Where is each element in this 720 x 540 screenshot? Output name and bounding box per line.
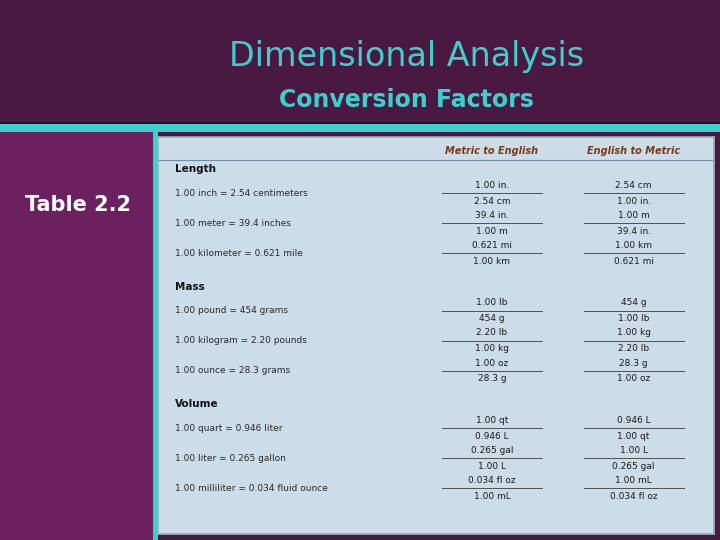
Text: 1.00 milliliter = 0.034 fluid ounce: 1.00 milliliter = 0.034 fluid ounce	[175, 484, 328, 493]
Text: 1.00 mL: 1.00 mL	[616, 476, 652, 485]
Text: 454 g: 454 g	[621, 298, 647, 307]
Text: 1.00 inch = 2.54 centimeters: 1.00 inch = 2.54 centimeters	[175, 188, 308, 198]
Text: Conversion Factors: Conversion Factors	[279, 88, 534, 112]
Text: 1.00 pound = 454 grams: 1.00 pound = 454 grams	[175, 306, 288, 315]
Text: Metric to English: Metric to English	[446, 145, 539, 156]
Text: 1.00 kg: 1.00 kg	[475, 344, 509, 353]
Text: 1.00 in.: 1.00 in.	[474, 181, 509, 190]
Text: 1.00 lb: 1.00 lb	[618, 314, 649, 323]
Text: Mass: Mass	[175, 282, 204, 292]
Text: 1.00 m: 1.00 m	[618, 211, 649, 220]
Text: English to Metric: English to Metric	[587, 145, 680, 156]
Text: 1.00 m: 1.00 m	[476, 227, 508, 236]
Text: 1.00 oz: 1.00 oz	[475, 359, 508, 368]
Text: 2.54 cm: 2.54 cm	[616, 181, 652, 190]
Text: 1.00 lb: 1.00 lb	[476, 298, 508, 307]
Text: 0.946 L: 0.946 L	[617, 416, 650, 424]
Text: 0.265 gal: 0.265 gal	[471, 446, 513, 455]
Text: 39.4 in.: 39.4 in.	[475, 211, 509, 220]
Text: Volume: Volume	[175, 400, 219, 409]
Text: 1.00 L: 1.00 L	[620, 446, 648, 455]
Text: 2.54 cm: 2.54 cm	[474, 197, 510, 206]
Text: 1.00 quart = 0.946 liter: 1.00 quart = 0.946 liter	[175, 423, 282, 433]
Text: 1.00 ounce = 28.3 grams: 1.00 ounce = 28.3 grams	[175, 367, 290, 375]
Text: Dimensional Analysis: Dimensional Analysis	[229, 40, 585, 73]
Text: 0.034 fl oz: 0.034 fl oz	[468, 476, 516, 485]
Text: 1.00 kg: 1.00 kg	[616, 328, 651, 338]
Text: 1.00 qt: 1.00 qt	[476, 416, 508, 424]
Text: 1.00 km: 1.00 km	[615, 241, 652, 250]
Text: 0.621 mi: 0.621 mi	[472, 241, 512, 250]
Text: 28.3 g: 28.3 g	[477, 374, 506, 383]
Text: 1.00 kilometer = 0.621 mile: 1.00 kilometer = 0.621 mile	[175, 249, 303, 258]
Text: 0.946 L: 0.946 L	[475, 431, 509, 441]
Text: 1.00 kilogram = 2.20 pounds: 1.00 kilogram = 2.20 pounds	[175, 336, 307, 345]
Text: 28.3 g: 28.3 g	[619, 359, 648, 368]
Text: 39.4 in.: 39.4 in.	[616, 227, 651, 236]
Text: 2.20 lb: 2.20 lb	[477, 328, 508, 338]
Text: 454 g: 454 g	[479, 314, 505, 323]
Text: 1.00 oz: 1.00 oz	[617, 374, 650, 383]
Text: 1.00 km: 1.00 km	[474, 257, 510, 266]
Text: 1.00 L: 1.00 L	[478, 462, 506, 471]
Text: 0.265 gal: 0.265 gal	[613, 462, 655, 471]
Text: 1.00 meter = 39.4 inches: 1.00 meter = 39.4 inches	[175, 219, 291, 228]
Text: 1.00 in.: 1.00 in.	[616, 197, 651, 206]
Text: 1.00 qt: 1.00 qt	[618, 431, 650, 441]
Text: 2.20 lb: 2.20 lb	[618, 344, 649, 353]
Text: 0.034 fl oz: 0.034 fl oz	[610, 492, 657, 501]
Text: 1.00 mL: 1.00 mL	[474, 492, 510, 501]
Text: 1.00 liter = 0.265 gallon: 1.00 liter = 0.265 gallon	[175, 454, 286, 463]
Text: Length: Length	[175, 164, 216, 174]
Text: Table 2.2: Table 2.2	[24, 195, 131, 215]
Text: 0.621 mi: 0.621 mi	[613, 257, 654, 266]
